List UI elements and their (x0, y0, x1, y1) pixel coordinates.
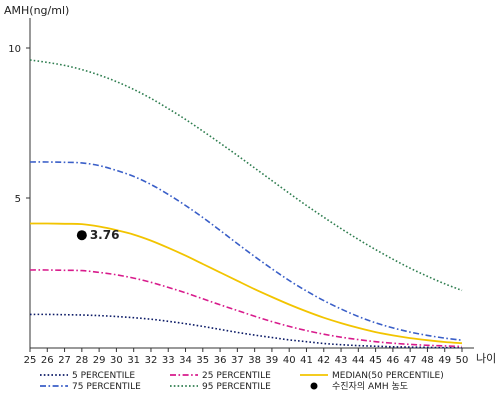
x-tick-label: 45 (369, 355, 382, 366)
x-tick-label: 44 (352, 355, 365, 366)
legend-label-75-percentile: 75 PERCENTILE (72, 382, 141, 392)
ticks-layer: 25 26 27 28 29 30 31 32 33 34 35 36 37 38 39 40 41 42 43 44… (8, 44, 468, 366)
legend-label-patient-marker: 수진자의 AMH 농도 (332, 381, 408, 392)
legend-label-95-percentile: 95 PERCENTILE (202, 382, 271, 392)
x-tick-label: 43 (335, 355, 348, 366)
x-tick-label: 36 (214, 355, 227, 366)
patient-amh-marker (76, 230, 87, 241)
y-tick-label: 10 (8, 44, 21, 55)
x-axis-title: 나이 (476, 352, 496, 365)
x-tick-label: 47 (404, 355, 417, 366)
y-axis-title: AMH(ng/ml) (4, 4, 69, 17)
axes-layer: AMH(ng/ml) 나이 (4, 4, 496, 365)
x-tick-label: 32 (145, 355, 158, 366)
marker-layer: 3.76 (76, 228, 120, 242)
series-line-median-50-percentile (29, 222, 463, 345)
x-tick-label: 42 (317, 355, 330, 366)
x-tick-label: 30 (110, 355, 123, 366)
x-tick-label: 29 (93, 355, 106, 366)
x-tick-label: 39 (266, 355, 279, 366)
x-tick-label: 37 (231, 355, 244, 366)
x-tick-label: 27 (58, 355, 71, 366)
series-layer (29, 59, 463, 349)
patient-amh-value-label: 3.76 (90, 228, 120, 242)
x-tick-label: 25 (24, 355, 37, 366)
y-tick-label: 5 (15, 194, 21, 205)
x-tick-label: 46 (387, 355, 400, 366)
x-tick-label: 31 (127, 355, 140, 366)
x-tick-label: 50 (456, 355, 469, 366)
x-tick-label: 40 (283, 355, 296, 366)
series-line-5-percentile (29, 313, 463, 349)
x-tick-label: 35 (196, 355, 209, 366)
x-tick-label: 48 (421, 355, 434, 366)
x-tick-label: 41 (300, 355, 313, 366)
legend-label-5-percentile: 5 PERCENTILE (72, 371, 135, 381)
series-line-95-percentile (29, 59, 463, 292)
x-tick-label: 26 (41, 355, 54, 366)
x-tick-label: 38 (248, 355, 261, 366)
legend-label-median-50-percentile: MEDIAN(50 PERCENTILE) (332, 371, 444, 381)
x-tick-label: 34 (179, 355, 192, 366)
x-tick-label: 28 (75, 355, 88, 366)
legend: 5 PERCENTILE 25 PERCENTILE MEDIAN(50 PERCE… (40, 371, 444, 392)
x-tick-label: 49 (438, 355, 451, 366)
legend-label-25-percentile: 25 PERCENTILE (202, 371, 271, 381)
series-line-25-percentile (29, 269, 463, 348)
legend-swatch-patient-marker (310, 382, 318, 390)
x-tick-label: 33 (162, 355, 175, 366)
series-line-75-percentile (29, 161, 463, 341)
